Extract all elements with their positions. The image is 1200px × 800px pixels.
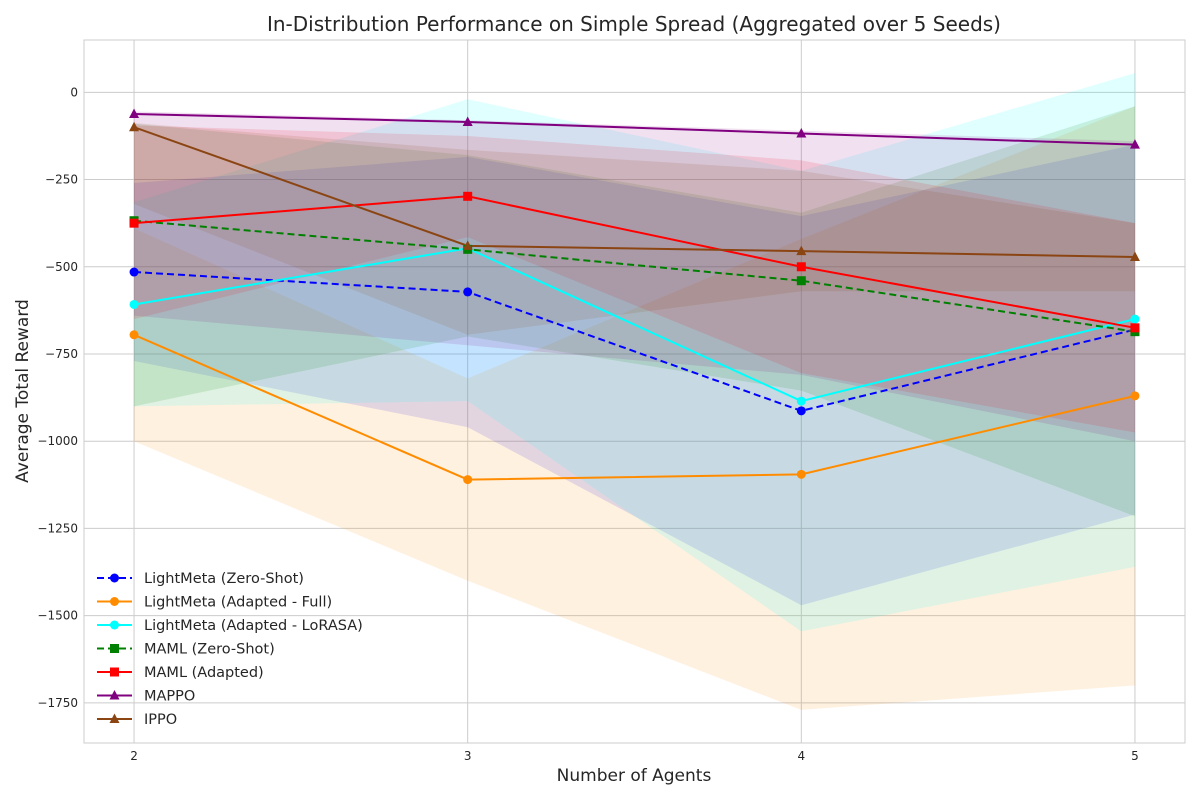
data-point: [129, 108, 140, 118]
legend: LightMeta (Zero-Shot) LightMeta (Adapted …: [97, 571, 363, 728]
series-line: [133, 195, 1136, 329]
legend-marker: [110, 644, 119, 653]
x-tick-label: 5: [1131, 749, 1139, 763]
y-tick-label: −750: [45, 347, 78, 361]
data-point: [796, 276, 806, 286]
data-point: [796, 469, 806, 479]
data-point: [463, 287, 473, 297]
data-point: [1130, 391, 1140, 401]
legend-item: MAPPO: [97, 689, 195, 705]
data-point: [129, 267, 139, 277]
legend-label: LightMeta (Adapted - Full): [144, 595, 332, 611]
y-tick-label: −1500: [37, 609, 78, 623]
chart-title: In-Distribution Performance on Simple Sp…: [267, 12, 1001, 36]
x-tick-label: 4: [797, 749, 805, 763]
legend-marker: [109, 690, 120, 700]
series-line: [133, 247, 1136, 403]
y-tick-label: −1000: [37, 434, 78, 448]
data-point: [796, 245, 807, 256]
series-line: [133, 219, 1136, 333]
legend-item: IPPO: [97, 712, 177, 728]
y-tick-label: −1750: [37, 696, 78, 710]
data-point: [462, 116, 473, 126]
x-axis-label: Number of Agents: [557, 766, 712, 786]
series-markers: [129, 108, 1140, 485]
data-point: [129, 218, 139, 228]
legend-marker: [110, 667, 119, 677]
x-tick-label: 3: [464, 749, 472, 763]
y-tick-label: −500: [45, 260, 78, 274]
confidence-band: [134, 106, 1135, 710]
data-point: [129, 121, 140, 132]
confidence-band: [134, 106, 1135, 517]
legend-marker: [110, 573, 119, 583]
plot-area: [83, 39, 1186, 744]
legend-item: LightMeta (Adapted - Full): [97, 595, 332, 611]
legend-label: LightMeta (Zero-Shot): [144, 571, 304, 587]
tick-labels: 2 3 4 5 0 −250 −500 −750 −1000 −1250 −1500 −1750: [37, 85, 1138, 763]
data-point: [796, 262, 806, 272]
legend-item: LightMeta (Adapted - LoRASA): [97, 618, 363, 634]
y-tick-label: −250: [45, 173, 78, 187]
legend-item: MAML (Adapted): [97, 665, 264, 681]
data-point: [1130, 323, 1140, 333]
legend-marker: [110, 620, 119, 630]
y-tick-label: −1250: [37, 521, 78, 535]
grid-lines: [84, 40, 1185, 743]
legend-marker: [110, 597, 119, 606]
legend-label: MAML (Adapted): [144, 665, 264, 681]
data-point: [462, 240, 473, 250]
data-point: [796, 128, 807, 138]
legend-label: LightMeta (Adapted - LoRASA): [144, 618, 363, 634]
data-point: [1130, 314, 1140, 324]
x-tick-label: 2: [130, 749, 138, 763]
confidence-band: [134, 111, 1135, 442]
confidence-band: [134, 144, 1135, 606]
series-line: [134, 112, 1135, 146]
legend-item: MAML (Zero-Shot): [97, 642, 275, 658]
legend-label: MAML (Zero-Shot): [144, 642, 275, 658]
data-point: [796, 406, 806, 416]
data-point: [129, 330, 139, 340]
data-point: [129, 299, 139, 309]
legend-item: LightMeta (Zero-Shot): [97, 571, 304, 587]
series-line: [133, 333, 1136, 481]
series-line: [133, 271, 1136, 412]
data-point: [1129, 251, 1140, 262]
series-line: [133, 126, 1135, 259]
y-axis-label: Average Total Reward: [13, 299, 33, 483]
data-point: [463, 191, 473, 201]
data-point: [463, 475, 473, 485]
y-tick-label: 0: [70, 85, 78, 99]
legend-label: MAPPO: [144, 689, 195, 705]
data-point: [796, 396, 806, 406]
legend-label: IPPO: [144, 712, 177, 728]
series-lines: [133, 112, 1136, 481]
legend-marker: [109, 713, 120, 723]
data-point: [1129, 139, 1140, 149]
